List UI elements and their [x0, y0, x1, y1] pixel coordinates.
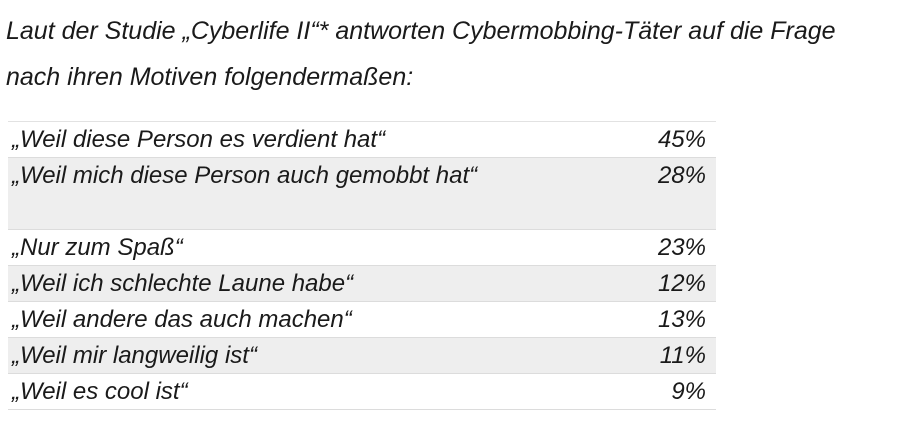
row-label: „Weil mich diese Person auch gemobbt hat… — [12, 162, 478, 189]
table-row: „Nur zum Spaß“ 23% — [8, 230, 716, 266]
table-row: „Weil andere das auch machen“ 13% — [8, 302, 716, 338]
table-row: „Weil es cool ist“ 9% — [8, 374, 716, 410]
row-label: „Weil mir langweilig ist“ — [12, 342, 257, 369]
intro-text: Laut der Studie „Cyberlife II“* antworte… — [6, 8, 911, 100]
row-value: 23% — [657, 234, 706, 261]
row-value: 28% — [657, 162, 706, 189]
intro-line-2: nach ihren Motiven folgendermaßen: — [6, 63, 414, 91]
row-value: 9% — [671, 378, 706, 405]
intro-line-1: Laut der Studie „Cyberlife II“* antworte… — [6, 17, 836, 45]
row-label: „Nur zum Spaß“ — [12, 234, 183, 261]
row-label: „Weil es cool ist“ — [12, 378, 188, 405]
table-row: „Weil diese Person es verdient hat“ 45% — [8, 122, 716, 158]
row-value: 13% — [657, 306, 706, 333]
table-row: „Weil ich schlechte Laune habe“ 12% — [8, 266, 716, 302]
row-value: 12% — [657, 270, 706, 297]
row-value: 45% — [657, 126, 706, 153]
row-label: „Weil andere das auch machen“ — [12, 306, 352, 333]
row-label: „Weil ich schlechte Laune habe“ — [12, 270, 354, 297]
row-value: 11% — [659, 342, 706, 369]
table-row: „Weil mir langweilig ist“ 11% — [8, 338, 716, 374]
row-label: „Weil diese Person es verdient hat“ — [12, 126, 386, 153]
motives-table: „Weil diese Person es verdient hat“ 45% … — [8, 121, 716, 410]
table-row: „Weil mich diese Person auch gemobbt hat… — [8, 158, 716, 230]
